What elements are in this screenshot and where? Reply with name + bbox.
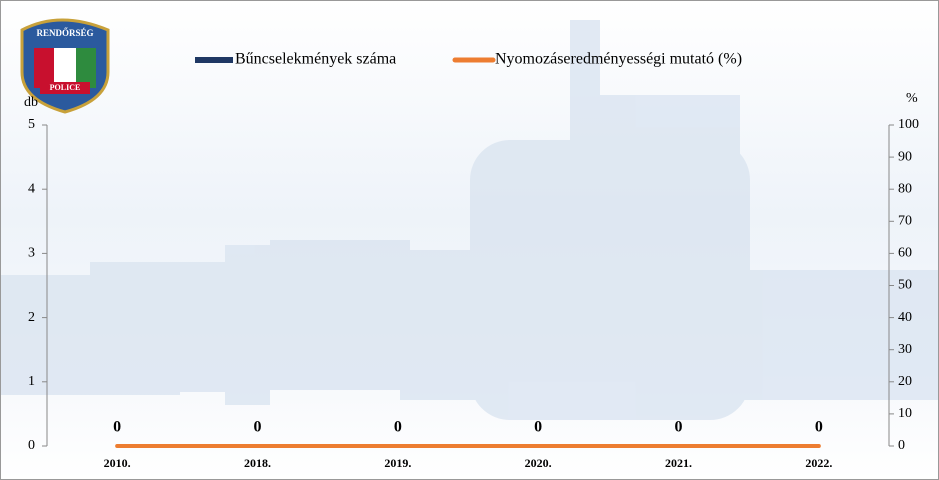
y-tick-label: 2 bbox=[28, 310, 35, 325]
y2-tick-label: 60 bbox=[898, 246, 912, 261]
y2-tick-label: 30 bbox=[898, 342, 912, 357]
x-tick-label: 2018. bbox=[244, 456, 271, 470]
background bbox=[0, 0, 939, 480]
data-label: 0 bbox=[534, 419, 542, 436]
legend-label: Bűncselekmények száma bbox=[235, 51, 396, 68]
data-label: 0 bbox=[113, 419, 121, 436]
y-tick-label: 4 bbox=[28, 181, 35, 196]
legend-label: Nyomozáseredményességi mutató (%) bbox=[495, 51, 742, 68]
x-tick-label: 2021. bbox=[665, 456, 692, 470]
legend-swatch bbox=[195, 57, 233, 63]
y2-tick-label: 100 bbox=[898, 117, 919, 132]
y2-tick-label: 90 bbox=[898, 149, 912, 164]
y2-tick-label: 50 bbox=[898, 278, 912, 293]
data-label: 0 bbox=[815, 419, 823, 436]
logo-bottom-text: POLICE bbox=[50, 83, 81, 92]
data-label: 0 bbox=[394, 419, 402, 436]
y2-tick-label: 70 bbox=[898, 214, 912, 229]
x-tick-label: 2019. bbox=[384, 456, 411, 470]
y-tick-label: 5 bbox=[28, 117, 35, 132]
y2-tick-label: 0 bbox=[898, 438, 905, 453]
y2-axis-label: % bbox=[906, 91, 918, 106]
y-tick-label: 0 bbox=[28, 438, 35, 453]
y2-tick-label: 20 bbox=[898, 374, 912, 389]
y-tick-label: 3 bbox=[28, 246, 35, 261]
y-axis-label: db bbox=[24, 95, 38, 110]
y2-tick-label: 10 bbox=[898, 406, 912, 421]
x-tick-label: 2020. bbox=[525, 456, 552, 470]
x-tick-label: 2022. bbox=[805, 456, 832, 470]
page: RENDŐRSÉG POLICE db % 012345010203040506… bbox=[0, 0, 939, 480]
data-label: 0 bbox=[675, 419, 683, 436]
y2-tick-label: 40 bbox=[898, 310, 912, 325]
logo-top-text: RENDŐRSÉG bbox=[36, 28, 93, 38]
y-tick-label: 1 bbox=[28, 374, 35, 389]
chart: RENDŐRSÉG POLICE db % 012345010203040506… bbox=[0, 0, 939, 480]
data-label: 0 bbox=[254, 419, 262, 436]
y2-tick-label: 80 bbox=[898, 181, 912, 196]
x-tick-label: 2010. bbox=[104, 456, 131, 470]
